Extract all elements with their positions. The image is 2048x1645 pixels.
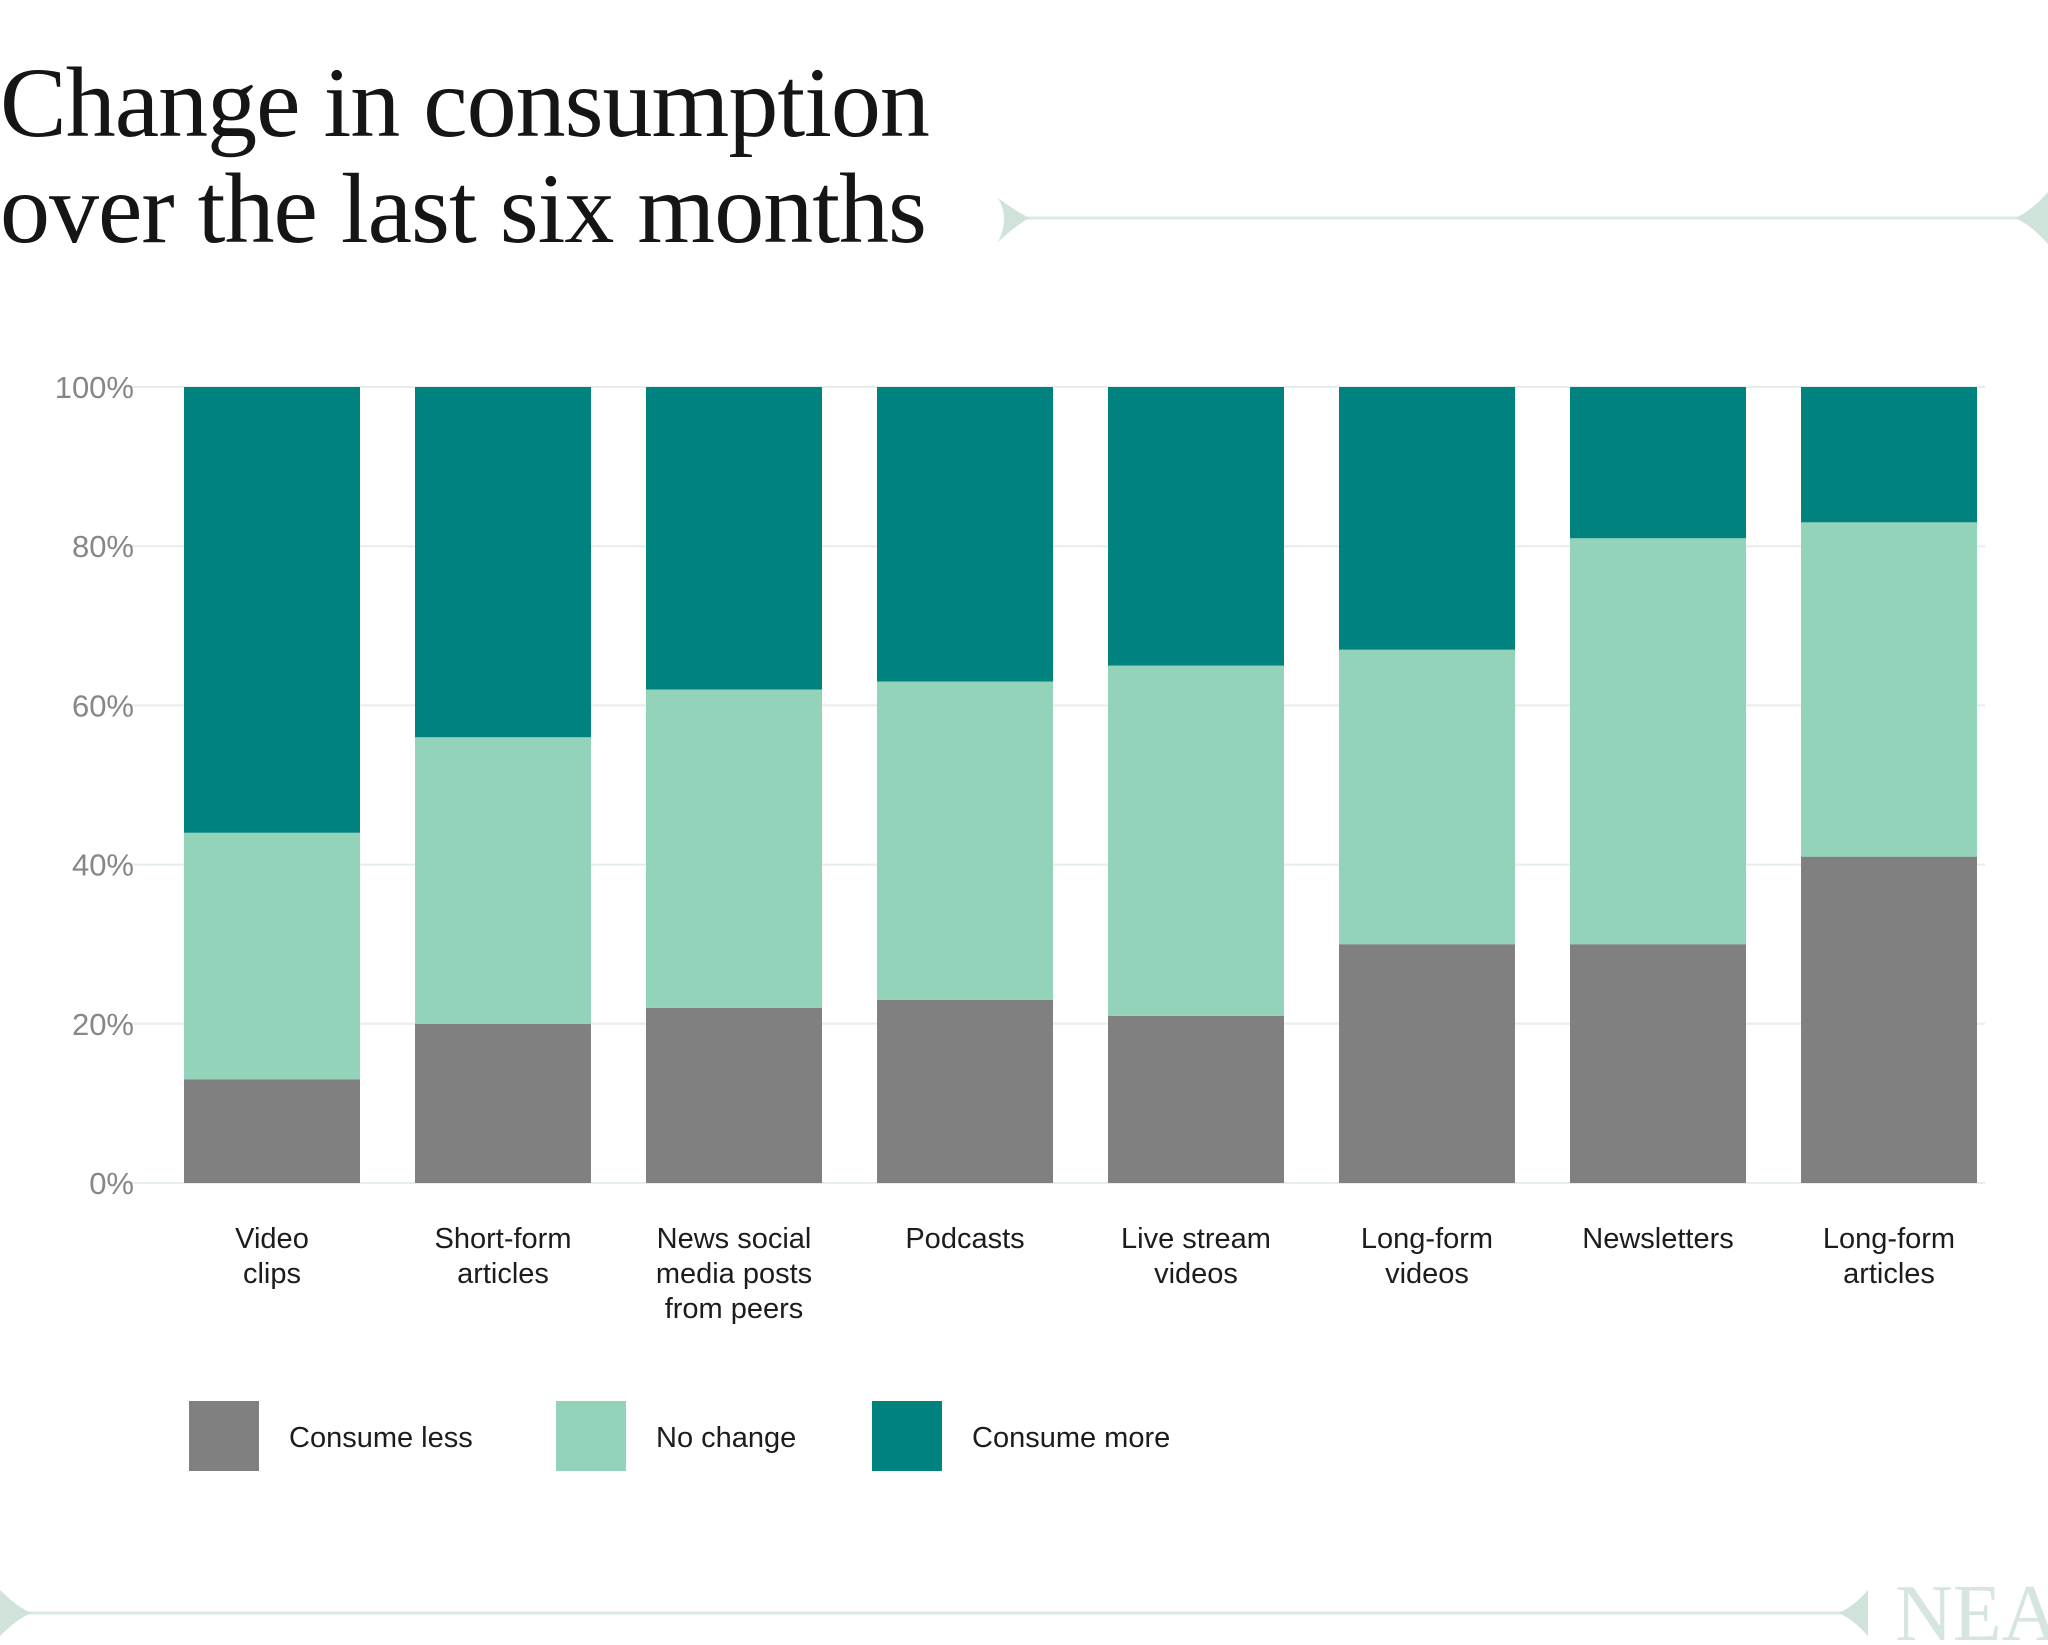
x-tick-label: media posts [656, 1258, 812, 1290]
x-tick-label: Live stream [1121, 1223, 1271, 1255]
y-tick-label: 100% [55, 370, 134, 405]
y-tick-label: 0% [89, 1166, 134, 1201]
bar-segment-consume-less [1801, 856, 1977, 1183]
x-tick-label: articles [1843, 1258, 1935, 1290]
title-line-1: Change in consumption [0, 47, 930, 158]
x-tick-label: News social [657, 1223, 812, 1255]
x-tick-label: Long-form [1823, 1223, 1955, 1255]
x-tick-label: from peers [665, 1293, 804, 1325]
x-tick-label: Podcasts [905, 1223, 1024, 1255]
bar-segment-no-change [184, 832, 360, 1080]
bar-segment-no-change [415, 737, 591, 1024]
bar-segment-no-change [1339, 649, 1515, 945]
legend-label: Consume less [289, 1422, 473, 1454]
svg-text:NEA: NEA [1895, 1570, 2048, 1645]
bar-segment-consume-more [646, 387, 822, 690]
x-tick-label: videos [1385, 1258, 1469, 1290]
bar-segment-consume-more [1339, 387, 1515, 650]
bar-segment-no-change [877, 681, 1053, 1000]
bar-segment-consume-less [1108, 1015, 1284, 1183]
x-tick-label: clips [243, 1258, 301, 1290]
x-tick-label: Video [235, 1223, 309, 1255]
bar-segment-consume-less [646, 1007, 822, 1183]
legend-swatch [872, 1401, 942, 1471]
x-tick-label: Long-form [1361, 1223, 1493, 1255]
bar-segment-no-change [646, 689, 822, 1008]
bar-segment-consume-less [1570, 944, 1746, 1183]
title-line-2: over the last six months [0, 153, 927, 264]
bar-segment-no-change [1801, 522, 1977, 857]
decor-bottom-rule [0, 1590, 1868, 1636]
legend-swatch [556, 1401, 626, 1471]
decor-top-rule [998, 192, 2048, 244]
x-tick-label: Newsletters [1582, 1223, 1734, 1255]
bar-segment-no-change [1108, 665, 1284, 1016]
y-tick-label: 20% [72, 1007, 134, 1042]
x-tick-label: videos [1154, 1258, 1238, 1290]
bar-segment-consume-more [1570, 387, 1746, 539]
bar-segment-consume-less [415, 1023, 591, 1183]
nea-logo: NEA [1895, 1570, 2048, 1645]
chart-title: Change in consumption over the last six … [0, 47, 930, 264]
legend-label: No change [656, 1422, 796, 1454]
bar-segment-consume-less [877, 999, 1053, 1183]
bar-segment-consume-less [184, 1079, 360, 1183]
x-tick-label: Short-form [435, 1223, 572, 1255]
bar-segment-consume-more [184, 387, 360, 833]
bar-segment-consume-less [1339, 944, 1515, 1183]
y-tick-label: 80% [72, 529, 134, 564]
legend-label: Consume more [972, 1422, 1170, 1454]
bar-segment-no-change [1570, 538, 1746, 945]
bar-segment-consume-more [1108, 387, 1284, 666]
y-tick-label: 60% [72, 688, 134, 723]
y-tick-label: 40% [72, 848, 134, 883]
bar-segment-consume-more [415, 387, 591, 738]
bar-segment-consume-more [877, 387, 1053, 682]
bar-segment-consume-more [1801, 387, 1977, 523]
x-tick-label: articles [457, 1258, 549, 1290]
legend-swatch [189, 1401, 259, 1471]
